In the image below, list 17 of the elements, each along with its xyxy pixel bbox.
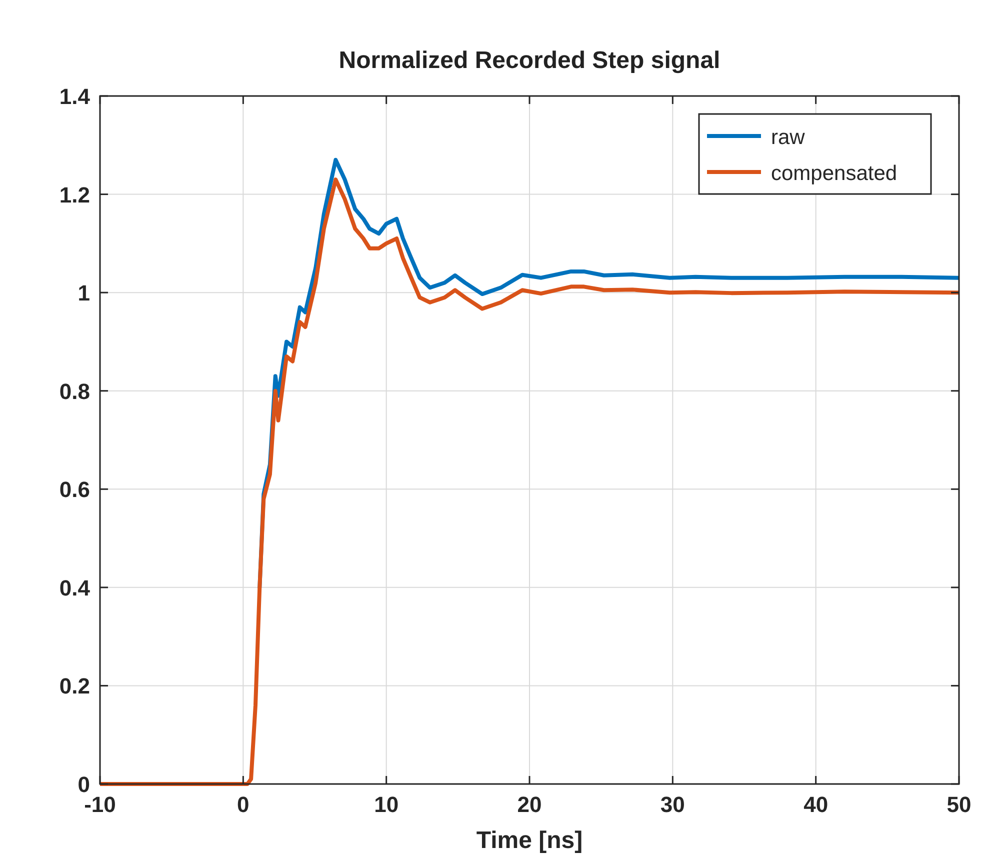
y-tick-label: 0.8	[59, 378, 90, 404]
y-tick-label: 1	[78, 280, 90, 306]
y-tick-label: 0.4	[59, 575, 91, 600]
x-tick-label: 10	[374, 792, 399, 817]
y-tick-label: 0.6	[59, 477, 90, 502]
y-tick-label: 1.2	[59, 182, 90, 208]
chart-title: Normalized Recorded Step signal	[338, 47, 720, 74]
x-tick-label: 50	[946, 792, 972, 817]
x-tick-label: 40	[804, 792, 828, 817]
legend-label: compensated	[771, 162, 898, 185]
y-tick-label: 0.2	[59, 674, 90, 699]
x-axis-title: Time [ns]	[476, 827, 583, 854]
x-tick-label: 30	[660, 792, 685, 817]
legend-label: raw	[771, 126, 806, 149]
x-tick-label: 20	[517, 792, 542, 817]
x-tick-label: 0	[237, 792, 250, 817]
y-tick-label: 1.4	[59, 84, 91, 109]
